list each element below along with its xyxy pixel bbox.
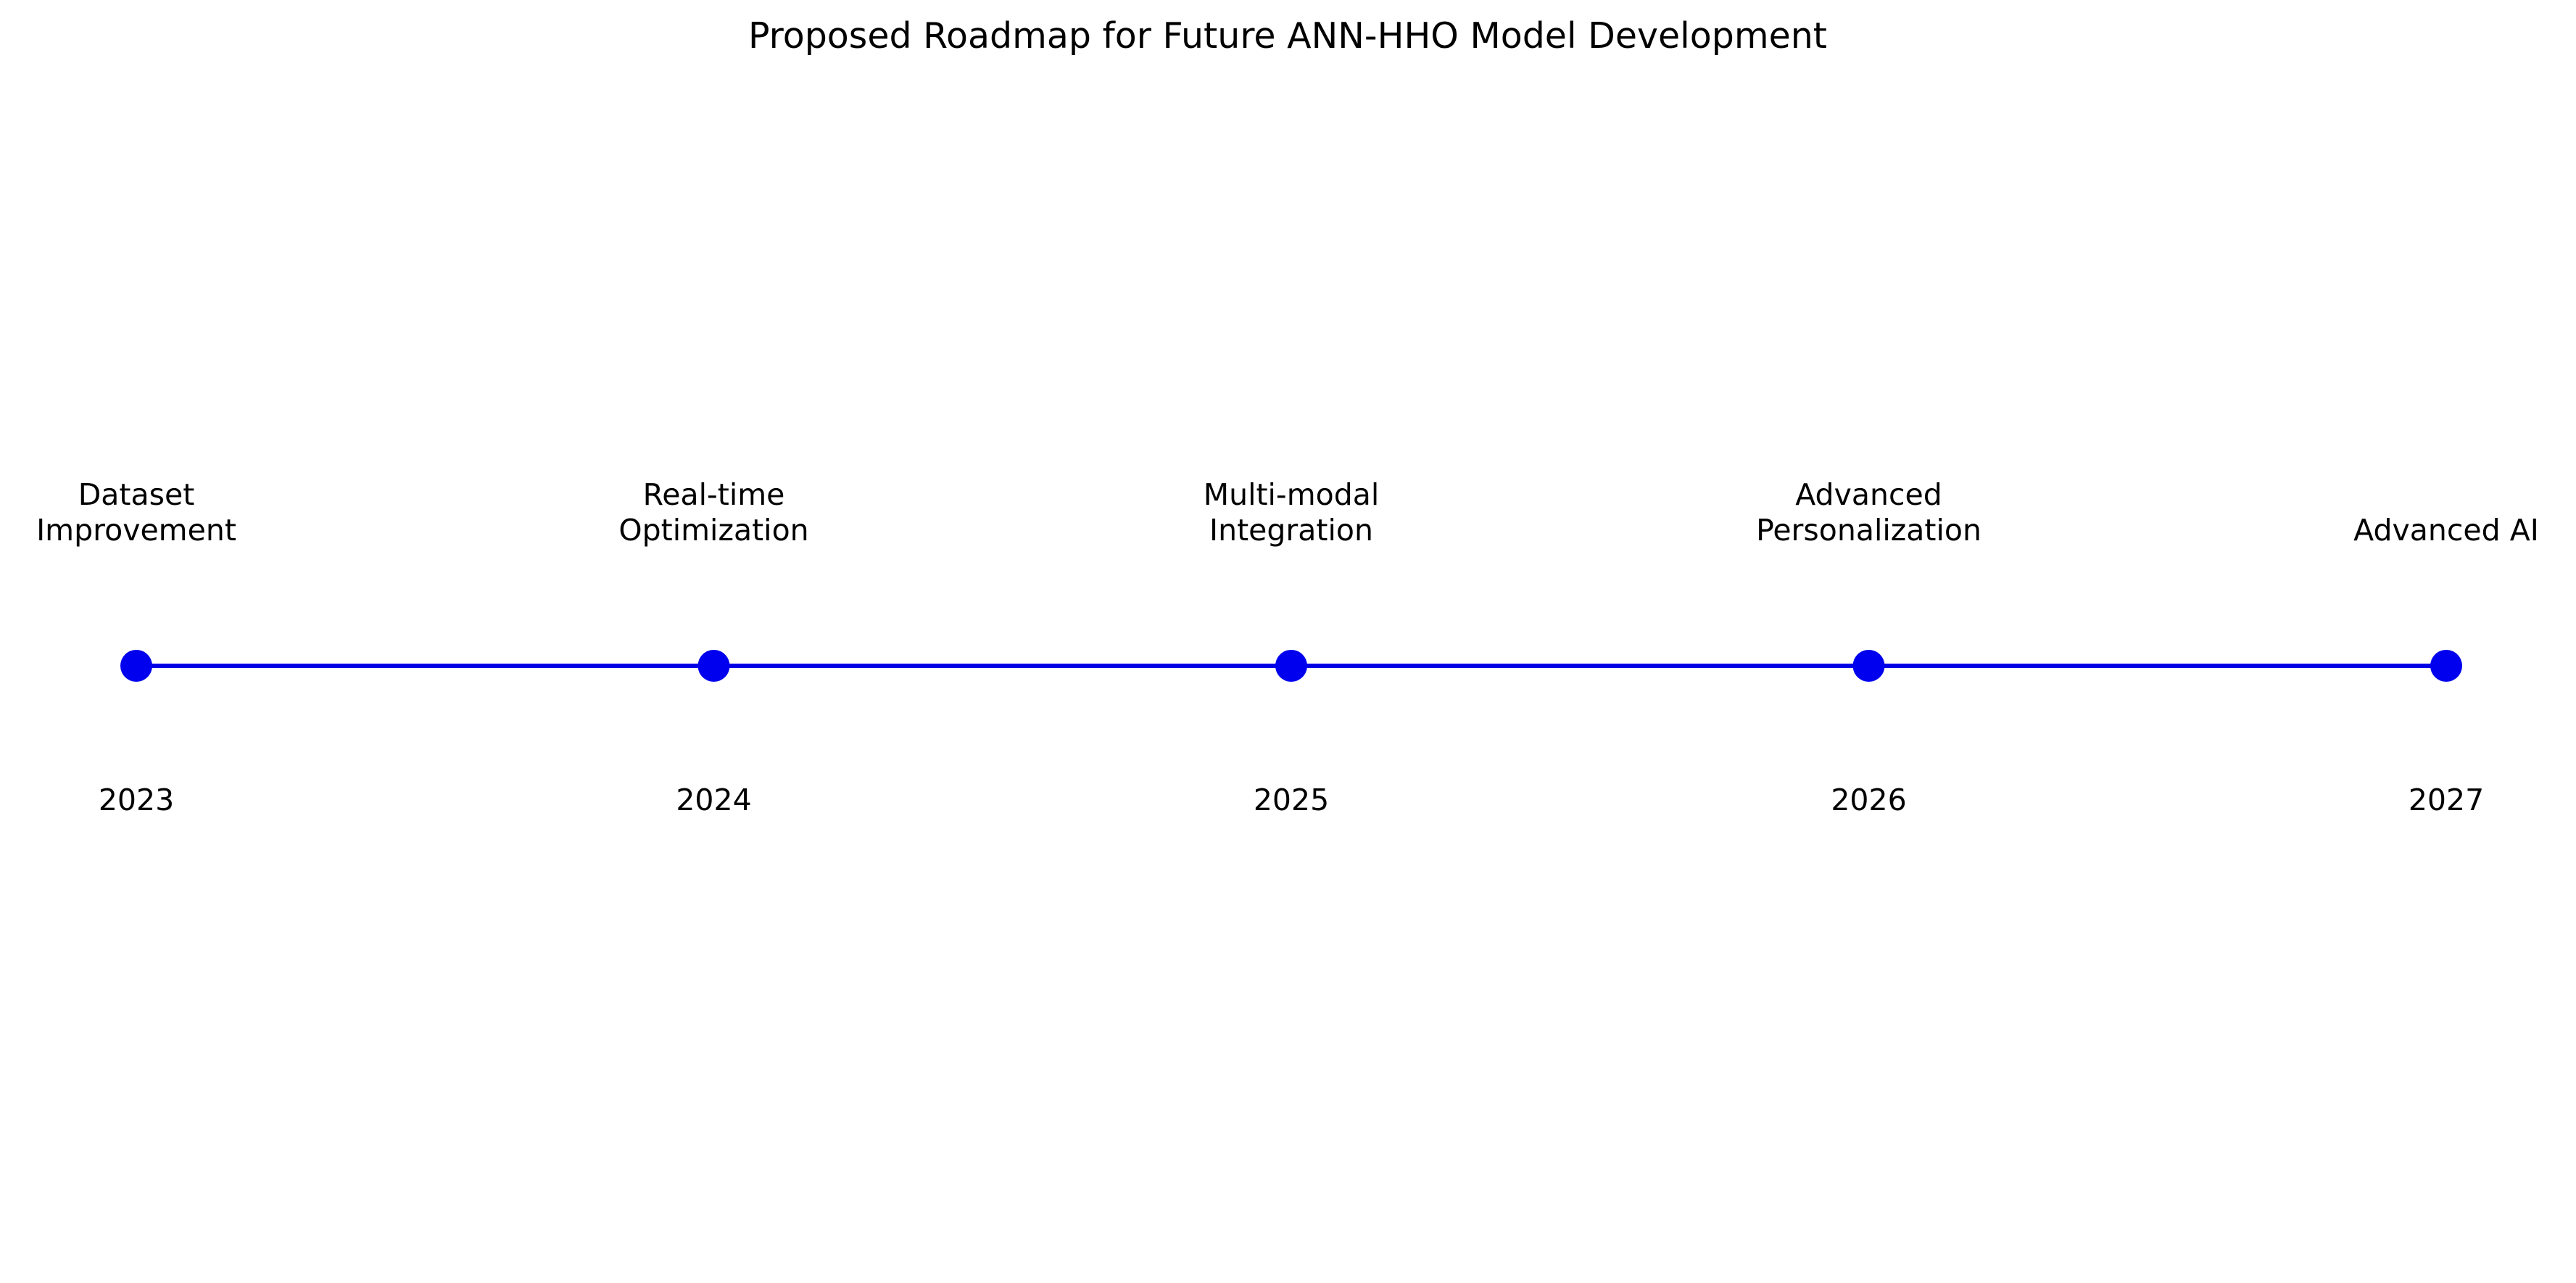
milestone-label: Multi-modal	[1204, 477, 1380, 512]
milestone-marker	[2430, 650, 2462, 682]
year-label: 2023	[99, 783, 174, 817]
year-label: 2025	[1254, 783, 1329, 817]
milestone-label: Optimization	[618, 513, 808, 548]
milestone-marker	[697, 650, 730, 682]
year-label: 2026	[1831, 783, 1906, 817]
milestone-label: Advanced AI	[2353, 513, 2539, 548]
year-label: 2024	[676, 783, 751, 817]
milestone-marker	[120, 650, 152, 682]
year-label: 2027	[2409, 783, 2484, 817]
milestone-label: Integration	[1209, 513, 1373, 548]
milestone-label: Improvement	[36, 513, 236, 548]
figure-title: Proposed Roadmap for Future ANN-HHO Mode…	[748, 15, 1827, 57]
milestone-label: Dataset	[78, 477, 195, 512]
milestone-label: Advanced	[1795, 477, 1942, 512]
milestone-label: Personalization	[1756, 513, 1981, 548]
milestone-label: Real-time	[643, 477, 785, 512]
milestone-marker	[1852, 650, 1885, 682]
milestone-marker	[1275, 650, 1307, 682]
